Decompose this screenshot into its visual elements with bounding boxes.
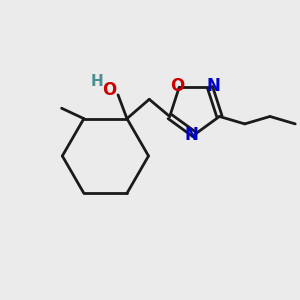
Text: H: H — [90, 74, 103, 89]
Text: O: O — [103, 81, 117, 99]
Text: O: O — [171, 77, 185, 95]
Text: N: N — [184, 125, 198, 143]
Text: N: N — [207, 77, 220, 95]
